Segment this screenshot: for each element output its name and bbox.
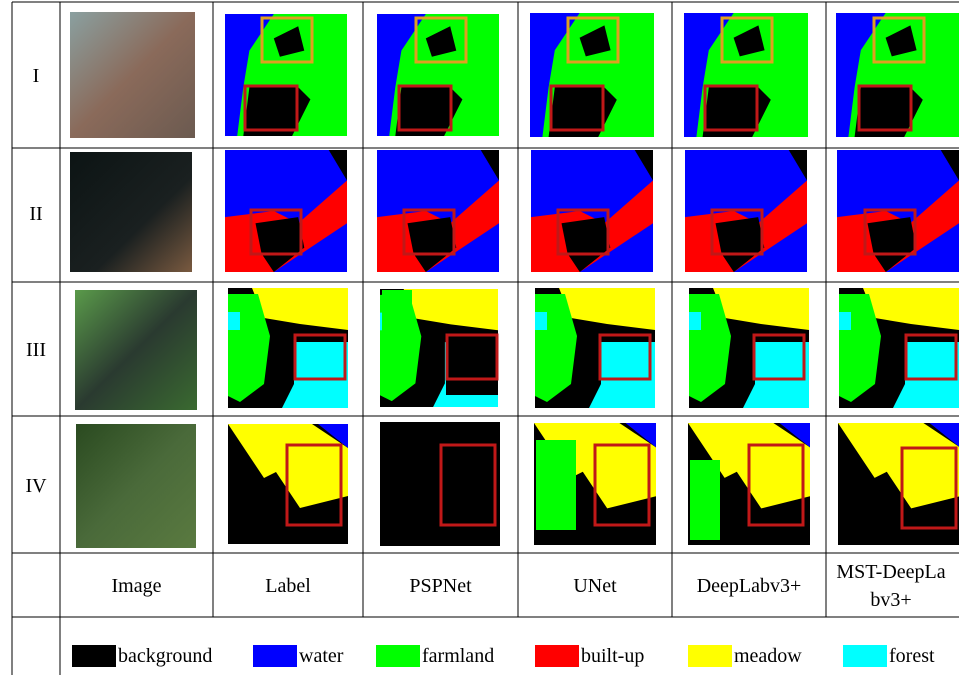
photos bbox=[70, 12, 197, 548]
legend-label: background bbox=[118, 644, 212, 668]
legend-label: built-up bbox=[581, 644, 644, 668]
legend-swatch bbox=[72, 645, 116, 667]
column-header: Label bbox=[213, 572, 363, 600]
row-label: IV bbox=[12, 472, 60, 500]
legend-swatch bbox=[376, 645, 420, 667]
figure: I II III IV Image Label PSPNet UNet Deep… bbox=[0, 0, 959, 675]
legend-label: meadow bbox=[734, 644, 802, 668]
legend-swatch bbox=[535, 645, 579, 667]
row-label: I bbox=[12, 62, 60, 90]
legend-swatch bbox=[253, 645, 297, 667]
column-header: PSPNet bbox=[363, 572, 518, 600]
masks bbox=[225, 13, 959, 546]
legend-label: water bbox=[299, 644, 343, 668]
column-header: UNet bbox=[518, 572, 672, 600]
row-label: III bbox=[12, 336, 60, 364]
column-header: Image bbox=[60, 572, 213, 600]
legend-label: farmland bbox=[422, 644, 494, 668]
legend-label: forest bbox=[889, 644, 935, 668]
column-header: MST-DeepLabv3+ bbox=[836, 558, 946, 614]
row-label: II bbox=[12, 200, 60, 228]
legend-swatch bbox=[688, 645, 732, 667]
column-header: DeepLabv3+ bbox=[672, 572, 826, 600]
legend-swatch bbox=[843, 645, 887, 667]
